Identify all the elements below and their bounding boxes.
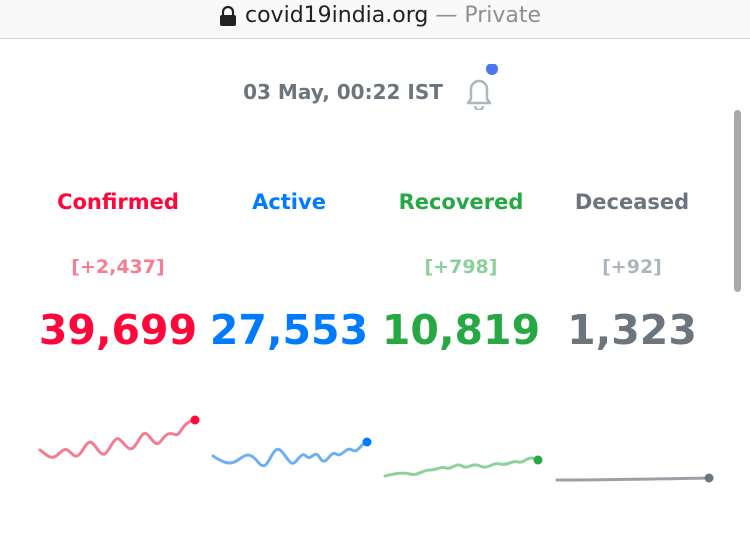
stat-total: 1,323 [567,306,697,354]
scrollbar[interactable] [734,110,741,292]
browsing-mode: — Private [435,3,542,28]
stat-total: 39,699 [38,306,198,354]
stat-label: Active [252,190,326,214]
sparkline [211,440,369,468]
address[interactable]: covid19india.org — Private [245,3,541,28]
stat-total: 27,553 [209,306,369,354]
stat-label: Confirmed [57,190,179,214]
stat-label: Deceased [574,190,690,214]
browser-bar: covid19india.org — Private [0,0,750,39]
sparklines [38,415,714,483]
stat-delta: [+92] [602,256,662,278]
timestamp: 03 May, 00:22 IST [243,80,443,104]
sparkline [383,456,540,478]
sparkline [38,418,197,459]
stat-delta: [+798] [424,256,498,278]
sparkline [555,476,711,482]
lock-icon [220,5,236,26]
stat-delta: [+2,437] [71,256,165,278]
url: covid19india.org [245,3,429,28]
stat-label: Recovered [398,190,524,214]
stat-total: 10,819 [381,306,541,354]
notification-bell[interactable] [462,64,502,110]
